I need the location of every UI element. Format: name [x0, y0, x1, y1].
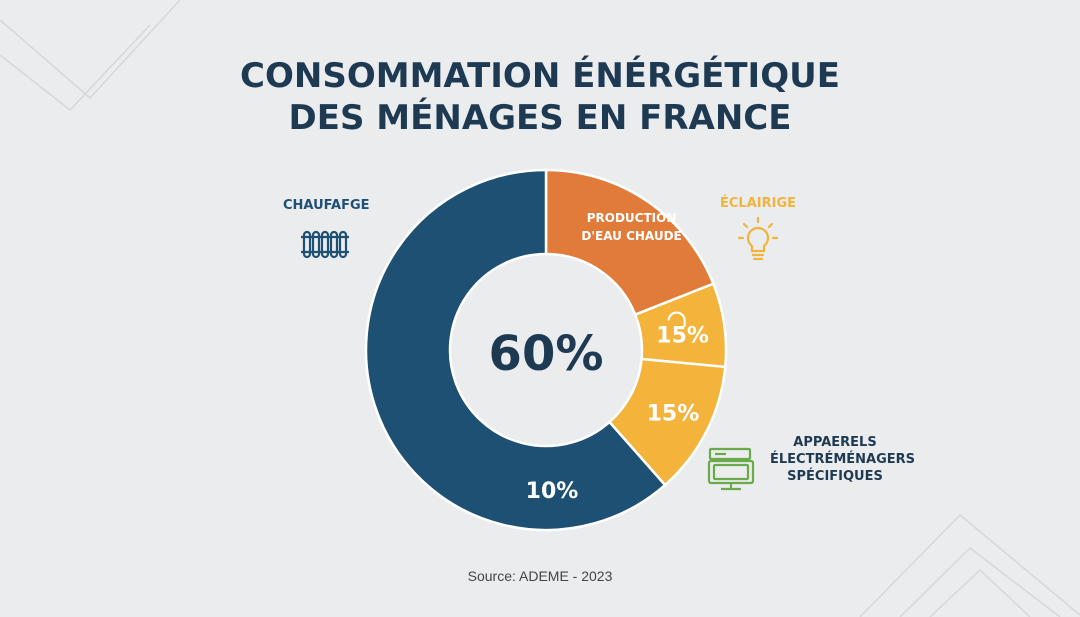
appliances-label-line-2: ÉLECTRÉMÉNAGERS: [770, 452, 916, 467]
source-note: Source: ADEME - 2023: [467, 568, 613, 584]
chart-title: CONSOMMATION ÉNÉRGÉTIQUE DES MÉNAGES EN …: [0, 55, 1080, 139]
slice-value-4: 10%: [526, 479, 579, 504]
slice-value-3: 15%: [647, 402, 700, 427]
slice-value-2: 15%: [656, 324, 709, 349]
donut-slice-4: [364, 168, 667, 532]
appliances-label-line-1: APPAERELS: [793, 435, 877, 450]
title-line-1: CONSOMMATION ÉNÉRGÉTIQUE: [240, 56, 840, 96]
title-line-2: DES MÉNAGES EN FRANCE: [288, 98, 792, 138]
appliances-label: APPAERELS ÉLECTRÉMÉNAGERS SPÉCIFIQUES: [770, 434, 916, 485]
lighting-label: ÉCLAIRIGE: [720, 196, 797, 211]
lightbulb-icon: [737, 216, 779, 261]
appliance-icon: [707, 447, 755, 491]
slice-label-1: PRODUCTION D'EAU CHAUDE: [581, 211, 681, 243]
appliances-label-line-3: SPÉCIFIQUES: [787, 469, 883, 484]
shower-icon: [667, 311, 686, 327]
donut-slice-1: [544, 168, 715, 317]
heating-label: CHAUFAFGE: [283, 198, 370, 213]
center-value: 60%: [489, 326, 604, 382]
radiator-icon: [301, 230, 349, 259]
